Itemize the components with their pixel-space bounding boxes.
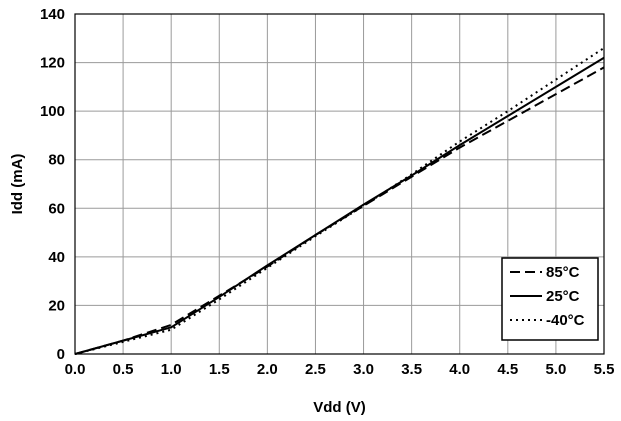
y-tick-label-7: 140: [40, 6, 65, 23]
series-line-1: [74, 66, 605, 355]
y-axis-label: Idd (mA): [9, 154, 26, 215]
legend-label-2: 25°C: [546, 288, 580, 305]
x-tick-label-10: 5.0: [545, 361, 566, 378]
series-line-2: [74, 56, 605, 355]
x-tick-label-5: 2.5: [305, 361, 326, 378]
legend-label-3: -40°C: [546, 312, 585, 329]
y-tick-label-4: 80: [48, 152, 65, 169]
y-tick-label-1: 20: [48, 297, 65, 314]
y-tick-label-2: 40: [48, 249, 65, 266]
x-tick-label-4: 2.0: [257, 361, 278, 378]
legend: 85°C 25°C -40°C: [501, 257, 599, 341]
y-tick-label-3: 60: [48, 200, 65, 217]
x-tick-label-6: 3.0: [353, 361, 374, 378]
y-axis-ticks: 0 20 40 60 80 100 120 140: [40, 6, 65, 363]
y-tick-label-0: 0: [57, 346, 65, 363]
y-tick-label-6: 120: [40, 55, 65, 72]
x-tick-label-9: 4.5: [497, 361, 518, 378]
x-tick-label-0: 0.0: [65, 361, 86, 378]
x-tick-label-8: 4.0: [449, 361, 470, 378]
x-tick-label-3: 1.5: [209, 361, 230, 378]
x-tick-label-11: 5.5: [594, 361, 615, 378]
legend-label-1: 85°C: [546, 264, 580, 281]
x-tick-label-2: 1.0: [161, 361, 182, 378]
y-tick-label-5: 100: [40, 103, 65, 120]
series-lines: [74, 47, 605, 355]
x-tick-label-1: 0.5: [113, 361, 134, 378]
x-tick-label-7: 3.5: [401, 361, 422, 378]
x-axis-ticks: 0.0 0.5 1.0 1.5 2.0 2.5 3.0 3.5 4.0 4.5 5.0 5.5: [65, 361, 615, 378]
series-line-3: [74, 47, 605, 355]
plot-frame: [74, 13, 605, 355]
x-axis-label: Vdd (V): [313, 399, 366, 416]
